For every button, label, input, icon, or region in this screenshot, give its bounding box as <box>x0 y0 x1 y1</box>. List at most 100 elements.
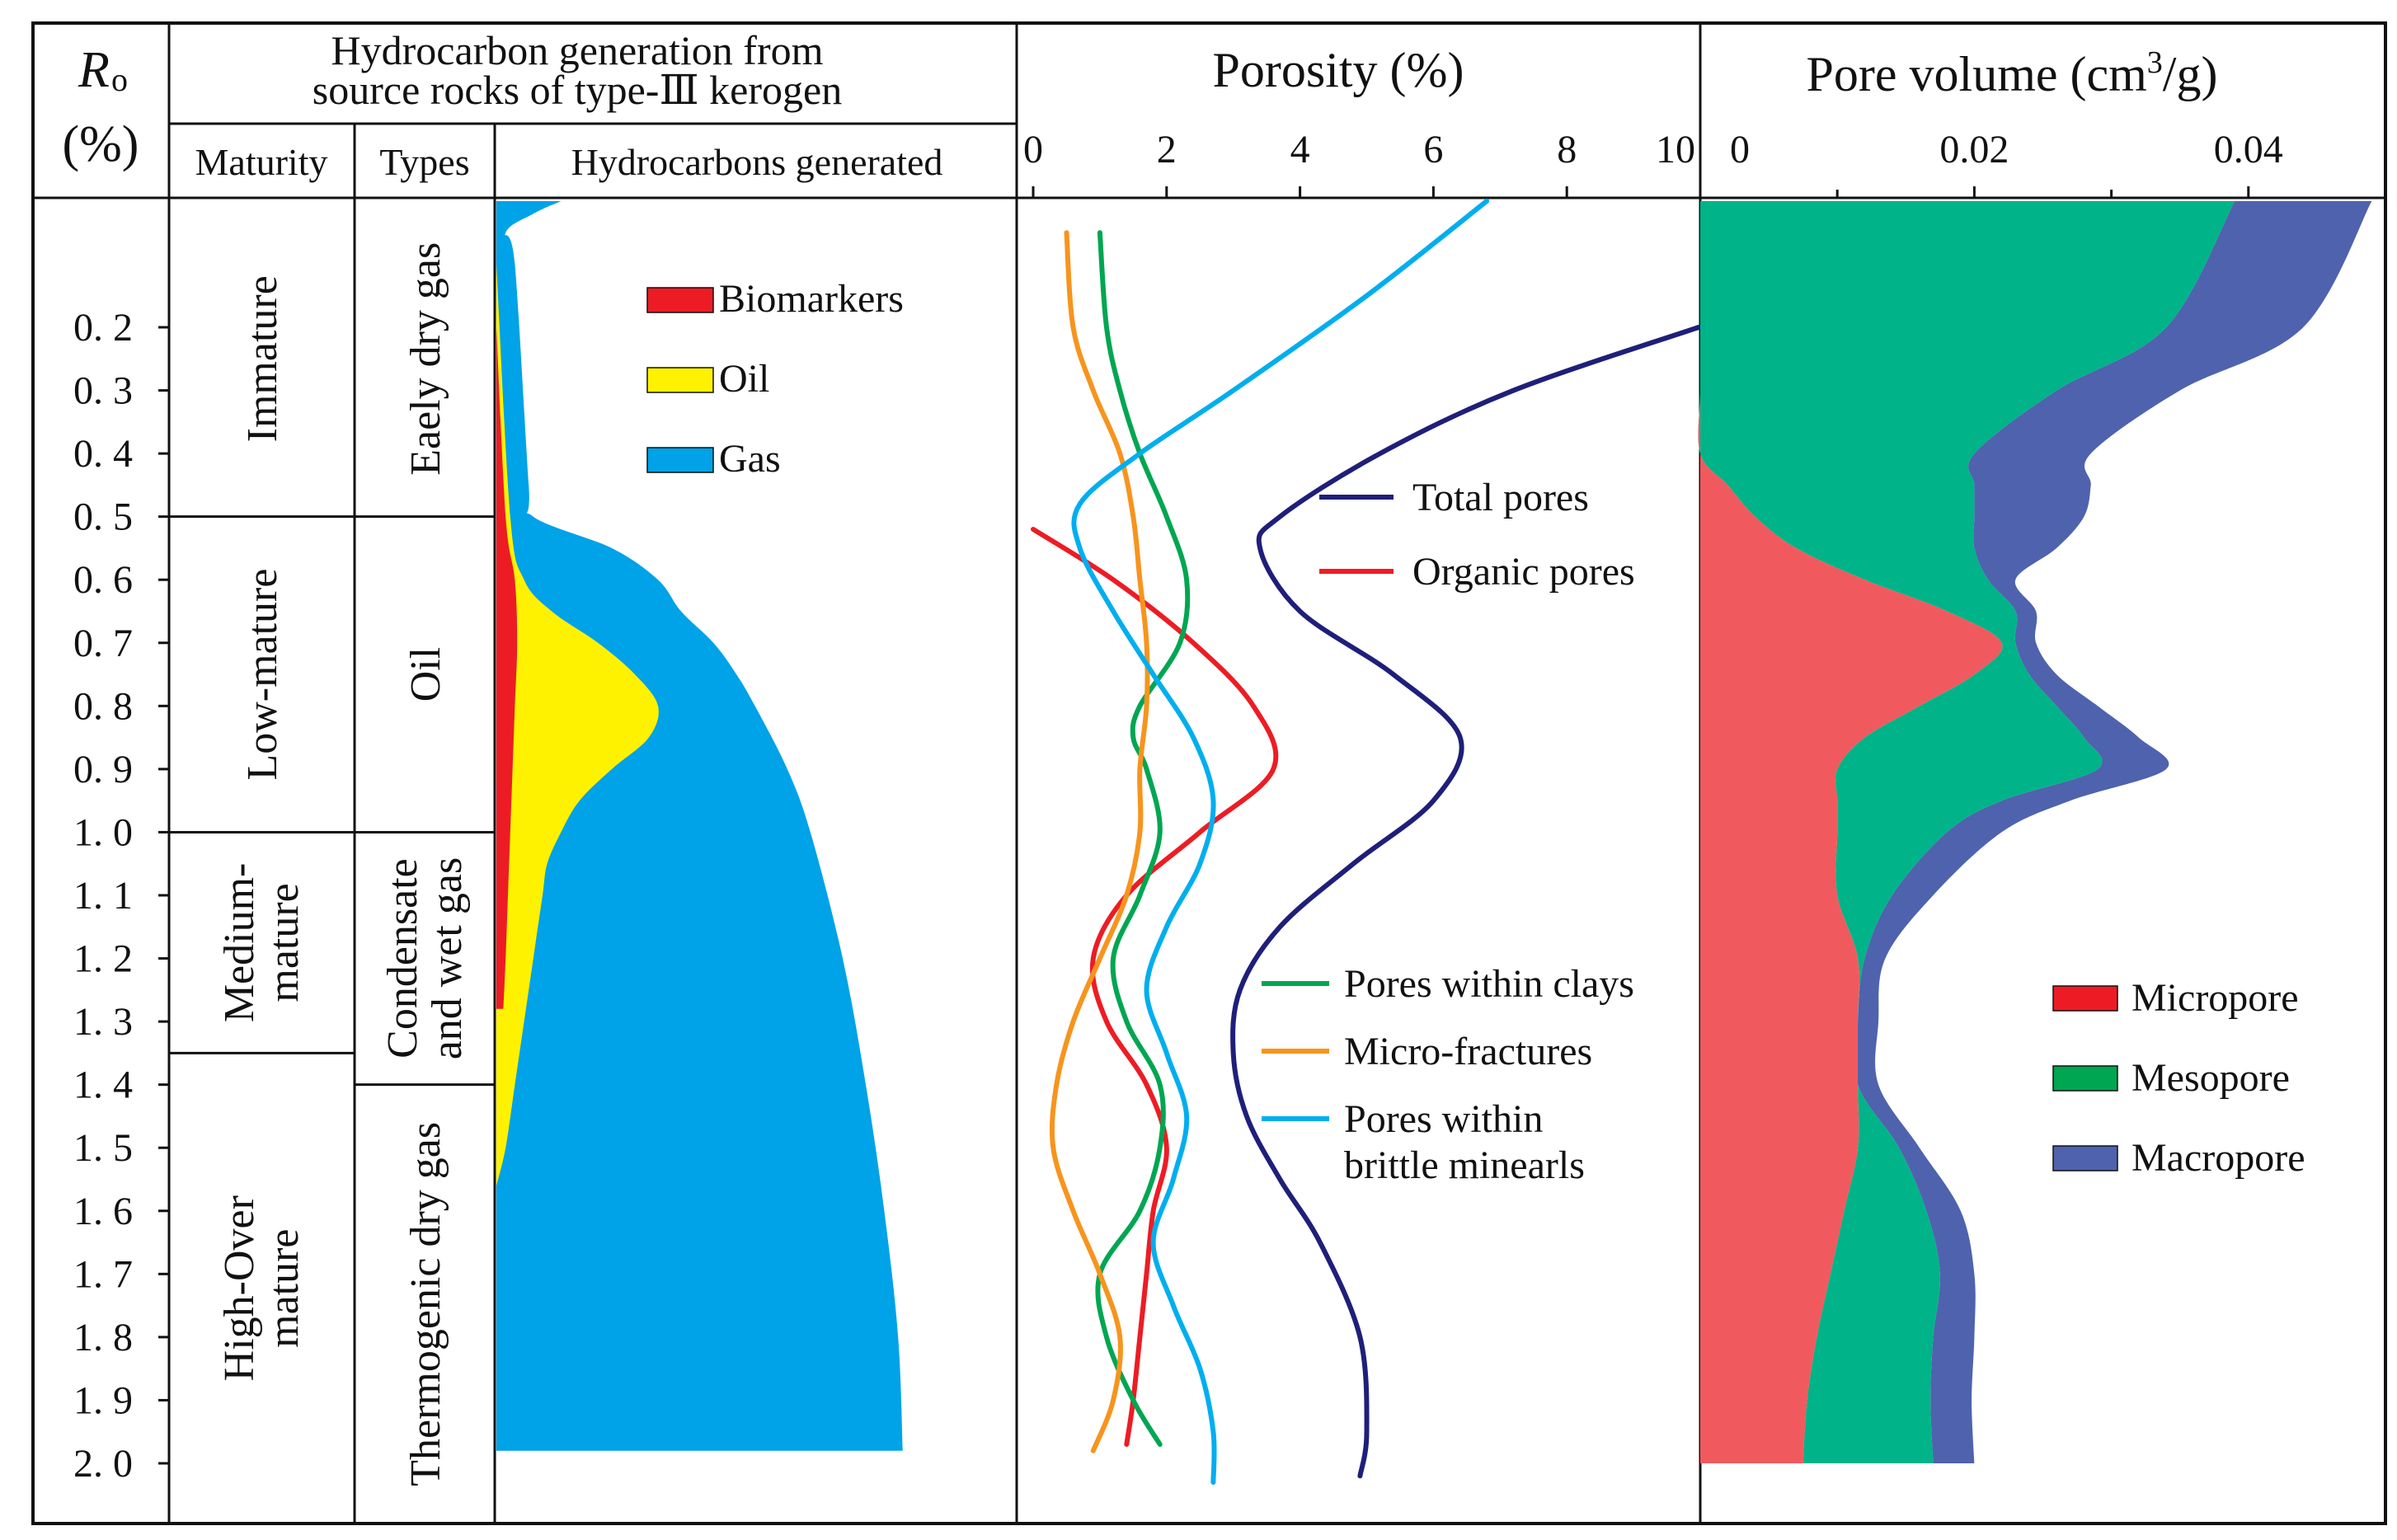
pore-volume-title-sup: 3 <box>2147 45 2163 80</box>
pore-volume-legend-label: Mesopore <box>2131 1056 2290 1100</box>
pore-volume-area-mesopore <box>1698 200 2235 1463</box>
maturity-zone-text: Low-mature <box>239 569 286 781</box>
porosity-title: Porosity (%) <box>1213 43 1464 97</box>
ro-tick-label: 0. 6 <box>73 558 133 602</box>
ro-tick-label: 1. 3 <box>73 1000 133 1044</box>
porosity-tick-label: 10 <box>1656 128 1695 171</box>
ro-tick-label: 1. 5 <box>73 1126 133 1170</box>
ro-symbol: R <box>78 42 110 98</box>
type-zone-label: Oil <box>402 647 449 702</box>
porosity-tick-label: 6 <box>1423 128 1443 171</box>
porosity-header: Porosity (%) 0 2 4 6 8 10 <box>1023 43 1702 198</box>
pore-volume-tick-label: 0.02 <box>1939 128 2009 171</box>
ro-tick-label: 1. 6 <box>73 1190 133 1233</box>
porosity-legend: Total pores Organic pores Pores within cla… <box>1262 476 1635 1187</box>
ro-tick-label: 0. 8 <box>73 684 133 728</box>
ro-tick-label: 0. 5 <box>73 495 133 539</box>
pore-volume-legend-label: Micropore <box>2131 976 2299 1020</box>
type-zone-text: Condensate <box>379 858 426 1059</box>
hc-legend-label: Gas <box>719 437 781 481</box>
maturity-zone-text: mature <box>261 1229 308 1348</box>
hc-title-line2: source rocks of type-Ⅲ kerogen <box>313 67 842 113</box>
porosity-line-1 <box>1031 527 1279 1447</box>
ro-tick-label: 0. 7 <box>73 622 133 665</box>
hc-title-line1: Hydrocarbon generation from <box>331 27 824 73</box>
outer-border <box>31 21 2387 1525</box>
types-column-header: Types <box>379 141 469 183</box>
type-zone-text: Thermogenic dry gas <box>402 1122 449 1486</box>
porosity-tick-label: 8 <box>1557 128 1577 171</box>
hc-area-oil <box>496 264 659 1186</box>
pore-volume-header: Pore volume (cm3/g) 0 0.02 0.04 <box>1699 45 2283 198</box>
porosity-legend-label: Micro-fractures <box>1344 1030 1592 1073</box>
hydrocarbon-generation-plot <box>496 201 903 1451</box>
ro-tick-label: 1. 9 <box>73 1378 133 1422</box>
porosity-tick-label: 2 <box>1157 128 1177 171</box>
maturity-zone-text: High-Over <box>216 1195 263 1381</box>
porosity-tick-label: 4 <box>1290 128 1310 171</box>
hc-legend-swatch <box>646 287 714 313</box>
pore-volume-title-end: /g) <box>2163 47 2218 101</box>
ro-tick-label: 0. 9 <box>73 748 133 791</box>
type-zone-text: Oil <box>402 647 449 702</box>
ro-tick-label: 1. 1 <box>73 874 133 918</box>
hc-area-gas <box>496 201 903 1451</box>
porosity-legend-label: brittle minearls <box>1344 1143 1585 1187</box>
porosity-legend-label: Pores within clays <box>1344 962 1634 1006</box>
porosity-x-axis: 0 2 4 6 8 10 <box>1023 128 1702 198</box>
ro-tick-label: 2. 0 <box>73 1442 133 1486</box>
pore-volume-area-macropore <box>1854 200 2372 1463</box>
type-zone-text: and wet gas <box>424 857 471 1059</box>
ro-tick-label: 0. 2 <box>73 306 133 350</box>
pore-volume-legend: Micropore Mesopore Macropore <box>2052 976 2305 1180</box>
maturity-column-header: Maturity <box>195 141 328 183</box>
ro-axis: 0. 2 0. 3 0. 4 0. 5 0. 6 0. 7 0. 8 0. 9 1. 0 1. 1… <box>73 306 169 1486</box>
porosity-plot <box>1031 198 1701 1485</box>
ro-tick-label: 1. 8 <box>73 1316 133 1359</box>
pore-volume-x-axis: 0 0.02 0.04 <box>1699 128 2283 198</box>
ro-subscript: o <box>111 61 128 98</box>
pore-volume-tick-label: 0.04 <box>2214 128 2283 171</box>
pore-volume-title-main: Pore volume (cm <box>1807 47 2147 101</box>
maturity-zone-label: Immature <box>239 275 286 442</box>
porosity-line-2 <box>1095 230 1191 1447</box>
pore-volume-area-micropore <box>1698 200 2003 1463</box>
porosity-tick-label: 0 <box>1023 128 1043 171</box>
ro-unit: (%) <box>63 116 139 172</box>
hydrocarbon-legend: Biomarkers Oil Gas <box>646 277 904 481</box>
pore-volume-legend-swatch <box>2052 1065 2118 1092</box>
ro-tick-label: 1. 4 <box>73 1063 133 1107</box>
maturity-zone-text: mature <box>261 883 308 1002</box>
hc-legend-label: Biomarkers <box>719 277 904 321</box>
maturity-zone-text: Immature <box>239 275 286 442</box>
type-zone-text: Eaely dry gas <box>402 242 449 476</box>
maturity-zones: ImmatureLow-matureMedium-matureHigh-Over… <box>169 275 355 1381</box>
pore-volume-legend-swatch <box>2052 985 2118 1012</box>
pore-volume-legend-label: Macropore <box>2131 1136 2305 1180</box>
type-zone-label: Thermogenic dry gas <box>402 1122 449 1486</box>
porosity-legend-label: Organic pores <box>1412 550 1635 594</box>
pore-volume-tick-label: 0 <box>1730 128 1750 171</box>
pore-volume-plot <box>1698 200 2372 1463</box>
ro-tick-label: 1. 2 <box>73 937 133 981</box>
porosity-legend-label: Total pores <box>1412 476 1589 519</box>
ro-tick-label: 0. 3 <box>73 369 133 413</box>
maturity-zone-text: Medium- <box>216 863 263 1023</box>
ro-tick-label: 0. 4 <box>73 432 133 476</box>
ro-tick-label: 1. 0 <box>73 810 133 854</box>
porosity-line-4 <box>1071 198 1490 1485</box>
ro-header: R o (%) <box>63 42 139 172</box>
maturity-zone-label: Low-mature <box>239 569 286 781</box>
pore-volume-legend-swatch <box>2052 1145 2118 1171</box>
hc-header: Hydrocarbon generation from source rocks… <box>195 27 943 183</box>
hc-legend-swatch <box>646 367 714 393</box>
maturity-zone-label: Medium-mature <box>216 863 308 1023</box>
porosity-line-3 <box>1049 230 1150 1453</box>
ro-tick-label: 1. 7 <box>73 1252 133 1296</box>
hydrocarbons-column-header: Hydrocarbons generated <box>571 141 943 183</box>
porosity-line-0 <box>1230 325 1701 1479</box>
